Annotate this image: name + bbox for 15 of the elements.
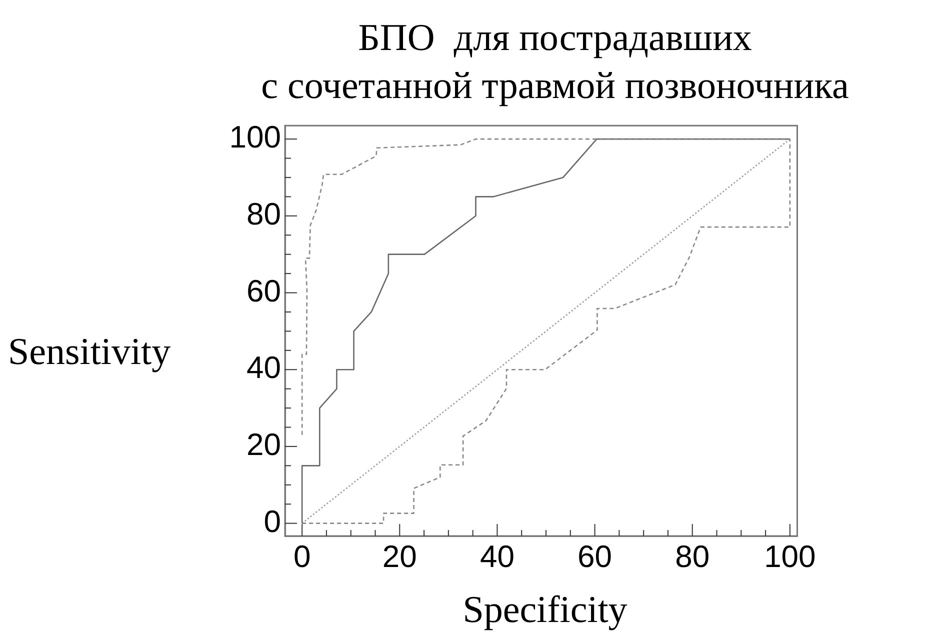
y-tick-label: 60: [246, 273, 281, 308]
y-tick-label: 20: [246, 427, 281, 462]
y-tick-label: 40: [246, 350, 281, 386]
x-axis-title: Specificity: [462, 588, 628, 632]
x-tick-label: 80: [675, 539, 710, 574]
x-tick-label: 40: [480, 539, 514, 574]
chart-title: БПО для пострадавших с сочетанной травмой позвоночника: [260, 16, 850, 109]
x-tick-label: 20: [382, 539, 417, 574]
y-tick-label: 100: [229, 120, 281, 155]
x-tick-label: 100: [764, 539, 816, 574]
y-tick-label: 80: [246, 196, 281, 232]
x-tick-label: 0: [293, 539, 311, 574]
y-tick-label: 0: [264, 504, 281, 539]
x-tick-label: 60: [578, 539, 612, 574]
y-axis-title: Sensitivity: [8, 330, 171, 374]
